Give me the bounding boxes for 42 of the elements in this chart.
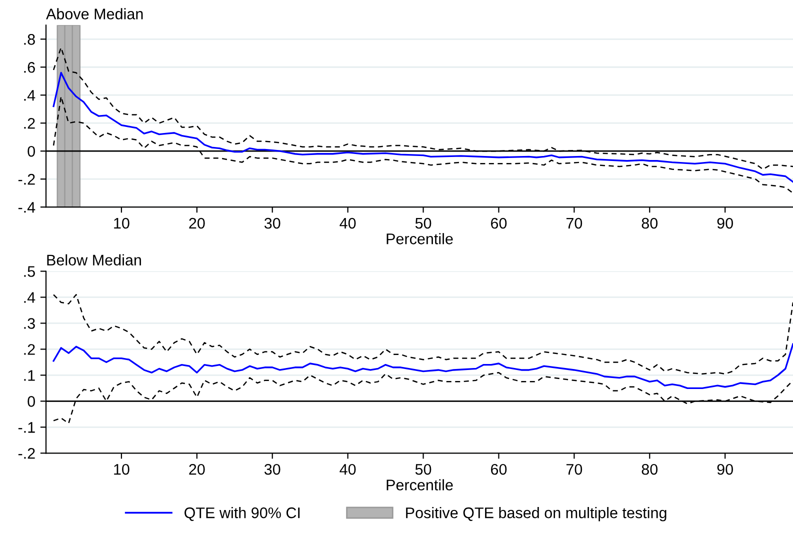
x-tick-label: 80 xyxy=(642,218,658,229)
line-series xyxy=(52,294,793,375)
x-tick-label: 10 xyxy=(114,464,130,475)
chart-title: Above Median xyxy=(46,8,143,20)
x-tick-label: 50 xyxy=(415,464,432,475)
x-tick-label: 20 xyxy=(189,464,205,475)
x-tick-label: 60 xyxy=(491,218,507,229)
x-tick-label: 80 xyxy=(642,464,658,475)
y-tick-label: 0 xyxy=(28,396,35,407)
x-tick-label: 20 xyxy=(189,218,205,229)
y-tick-label: -.4 xyxy=(18,202,36,213)
y-tick-label: -.1 xyxy=(18,422,35,433)
legend-label: Positive QTE based on multiple testing xyxy=(406,507,666,522)
y-tick-label: .4 xyxy=(24,292,36,303)
y-tick-label: .1 xyxy=(24,370,35,381)
y-tick-label: .4 xyxy=(24,90,36,101)
y-tick-label: .2 xyxy=(24,118,35,129)
y-tick-label: .5 xyxy=(24,266,35,277)
y-tick-label: .2 xyxy=(24,344,35,355)
x-tick-label: 60 xyxy=(491,464,507,475)
x-tick-label: 90 xyxy=(717,218,733,229)
x-axis-title: Percentile xyxy=(386,233,453,244)
x-tick-label: 50 xyxy=(415,218,432,229)
x-tick-label: 40 xyxy=(340,464,356,475)
y-tick-label: .3 xyxy=(24,318,35,329)
x-tick-label: 10 xyxy=(114,218,130,229)
x-tick-label: 70 xyxy=(566,464,582,475)
y-tick-label: -.2 xyxy=(18,448,35,459)
legend-label: QTE with 90% CI xyxy=(184,507,300,521)
x-tick-label: 30 xyxy=(264,218,280,229)
line-series xyxy=(52,72,793,183)
y-tick-label: .8 xyxy=(24,34,35,45)
x-tick-label: 70 xyxy=(566,218,582,229)
y-tick-label: -.2 xyxy=(18,174,35,185)
chart-title: Below Median xyxy=(47,254,141,266)
x-tick-label: 30 xyxy=(264,464,280,475)
line-series xyxy=(52,343,793,390)
x-axis-title: Percentile xyxy=(386,479,453,490)
x-tick-label: 90 xyxy=(717,464,733,475)
y-tick-label: 0 xyxy=(28,146,35,157)
x-tick-label: 40 xyxy=(340,218,356,229)
y-tick-label: .6 xyxy=(24,62,35,73)
